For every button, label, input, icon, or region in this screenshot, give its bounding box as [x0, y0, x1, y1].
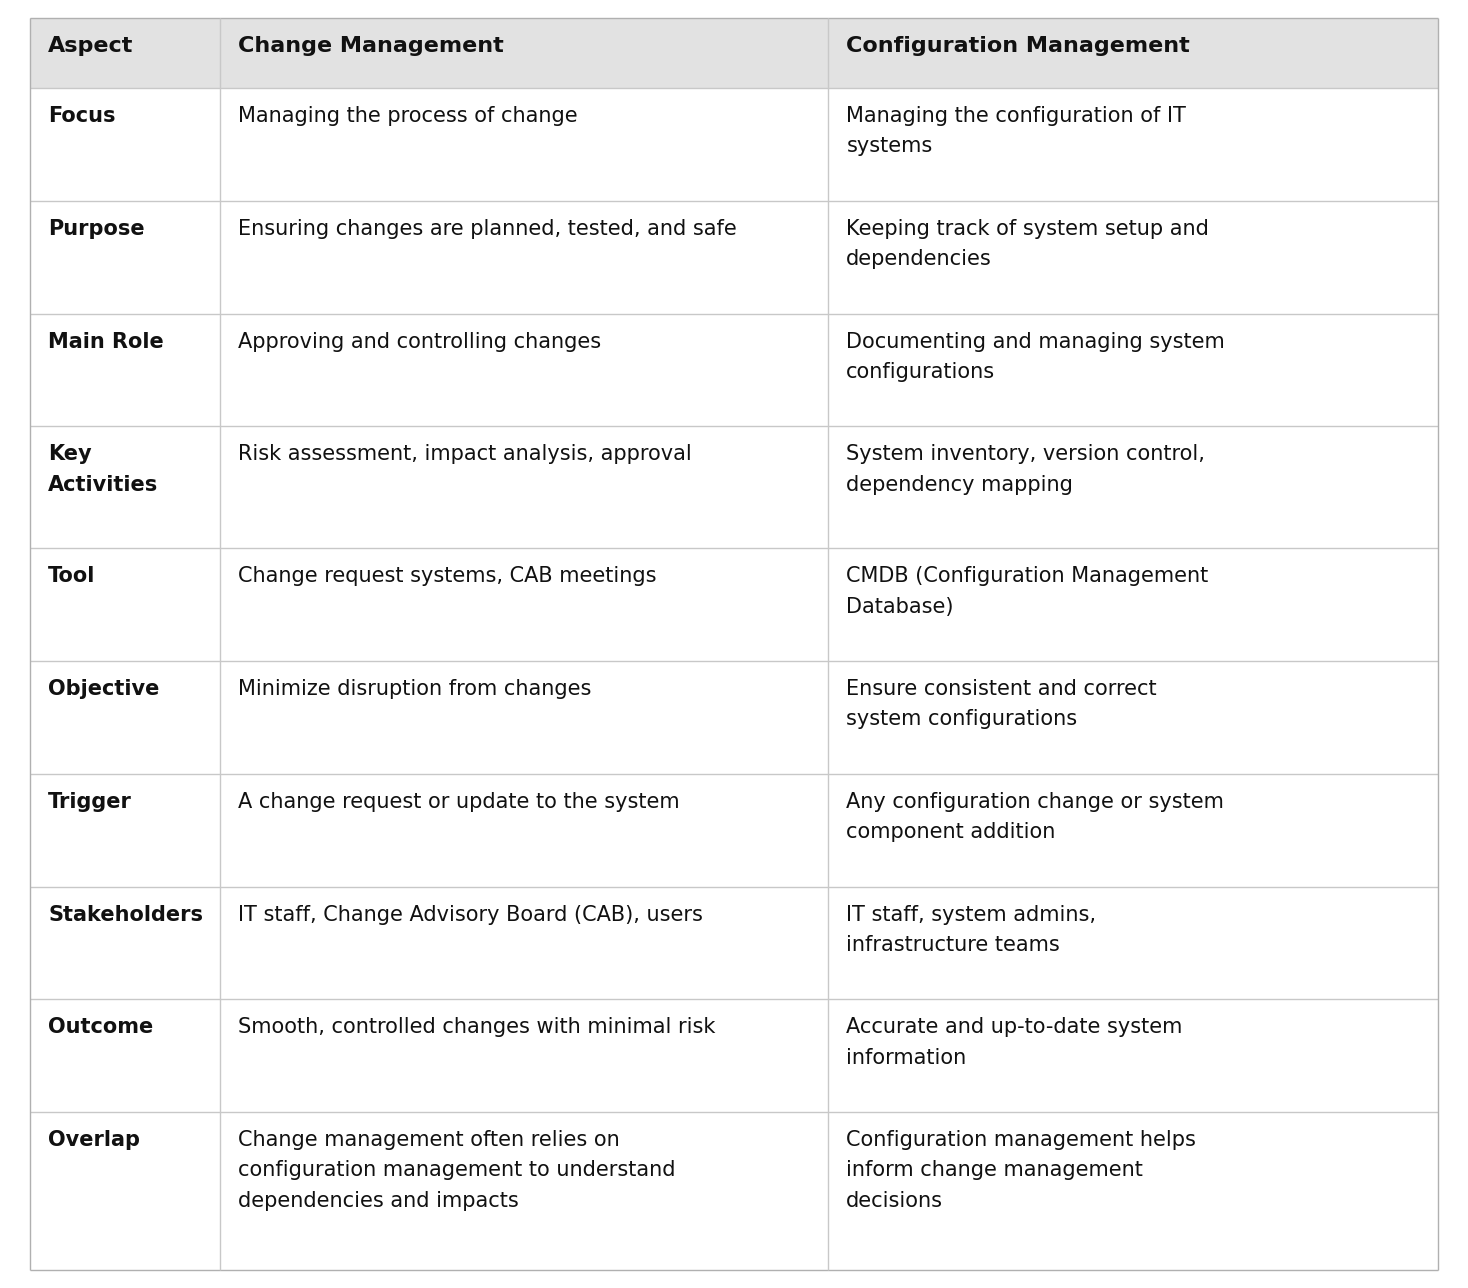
- Text: Main Role: Main Role: [48, 331, 164, 352]
- Text: Focus: Focus: [48, 106, 116, 126]
- Text: Accurate and up-to-date system
information: Accurate and up-to-date system informati…: [847, 1018, 1183, 1068]
- Bar: [220, 774, 828, 886]
- Text: Approving and controlling changes: Approving and controlling changes: [238, 331, 602, 352]
- Text: Ensure consistent and correct
system configurations: Ensure consistent and correct system con…: [847, 679, 1157, 729]
- Bar: [29, 549, 220, 661]
- Bar: [29, 88, 220, 201]
- Bar: [220, 549, 828, 661]
- Text: Aspect: Aspect: [48, 36, 134, 55]
- Text: Key
Activities: Key Activities: [48, 444, 159, 495]
- Bar: [220, 18, 828, 88]
- Text: Any configuration change or system
component addition: Any configuration change or system compo…: [847, 792, 1224, 842]
- Bar: [220, 886, 828, 999]
- Text: Smooth, controlled changes with minimal risk: Smooth, controlled changes with minimal …: [238, 1018, 715, 1037]
- Bar: [29, 774, 220, 886]
- Bar: [220, 1112, 828, 1270]
- Bar: [828, 661, 1439, 774]
- Text: Objective: Objective: [48, 679, 160, 699]
- Bar: [220, 88, 828, 201]
- Text: System inventory, version control,
dependency mapping: System inventory, version control, depen…: [847, 444, 1205, 495]
- Text: A change request or update to the system: A change request or update to the system: [238, 792, 680, 811]
- Text: Configuration Management: Configuration Management: [847, 36, 1191, 55]
- Text: Change Management: Change Management: [238, 36, 504, 55]
- Bar: [828, 18, 1439, 88]
- Bar: [828, 886, 1439, 999]
- Text: Tool: Tool: [48, 567, 95, 586]
- Text: Change management often relies on
configuration management to understand
depende: Change management often relies on config…: [238, 1130, 675, 1211]
- Text: Documenting and managing system
configurations: Documenting and managing system configur…: [847, 331, 1226, 383]
- Bar: [220, 661, 828, 774]
- Bar: [29, 661, 220, 774]
- Bar: [29, 999, 220, 1112]
- Text: Managing the configuration of IT
systems: Managing the configuration of IT systems: [847, 106, 1186, 156]
- Bar: [828, 313, 1439, 426]
- Bar: [29, 426, 220, 549]
- Text: Trigger: Trigger: [48, 792, 132, 811]
- Bar: [828, 1112, 1439, 1270]
- Bar: [828, 549, 1439, 661]
- Bar: [29, 313, 220, 426]
- Bar: [220, 999, 828, 1112]
- Text: Stakeholders: Stakeholders: [48, 904, 203, 925]
- Text: Keeping track of system setup and
dependencies: Keeping track of system setup and depend…: [847, 219, 1210, 269]
- Bar: [828, 999, 1439, 1112]
- Text: CMDB (Configuration Management
Database): CMDB (Configuration Management Database): [847, 567, 1208, 617]
- Text: Configuration management helps
inform change management
decisions: Configuration management helps inform ch…: [847, 1130, 1196, 1211]
- Text: Purpose: Purpose: [48, 219, 145, 238]
- Bar: [220, 426, 828, 549]
- Bar: [220, 313, 828, 426]
- Text: Risk assessment, impact analysis, approval: Risk assessment, impact analysis, approv…: [238, 444, 691, 464]
- Bar: [828, 774, 1439, 886]
- Bar: [828, 201, 1439, 313]
- Bar: [29, 1112, 220, 1270]
- Bar: [29, 18, 220, 88]
- Bar: [220, 201, 828, 313]
- Text: Ensuring changes are planned, tested, and safe: Ensuring changes are planned, tested, an…: [238, 219, 737, 238]
- Bar: [29, 201, 220, 313]
- Text: IT staff, system admins,
infrastructure teams: IT staff, system admins, infrastructure …: [847, 904, 1097, 954]
- Text: Change request systems, CAB meetings: Change request systems, CAB meetings: [238, 567, 656, 586]
- Text: Minimize disruption from changes: Minimize disruption from changes: [238, 679, 592, 699]
- Bar: [828, 88, 1439, 201]
- Text: IT staff, Change Advisory Board (CAB), users: IT staff, Change Advisory Board (CAB), u…: [238, 904, 703, 925]
- Text: Overlap: Overlap: [48, 1130, 139, 1150]
- Bar: [828, 426, 1439, 549]
- Text: Managing the process of change: Managing the process of change: [238, 106, 578, 126]
- Text: Outcome: Outcome: [48, 1018, 153, 1037]
- Bar: [29, 886, 220, 999]
